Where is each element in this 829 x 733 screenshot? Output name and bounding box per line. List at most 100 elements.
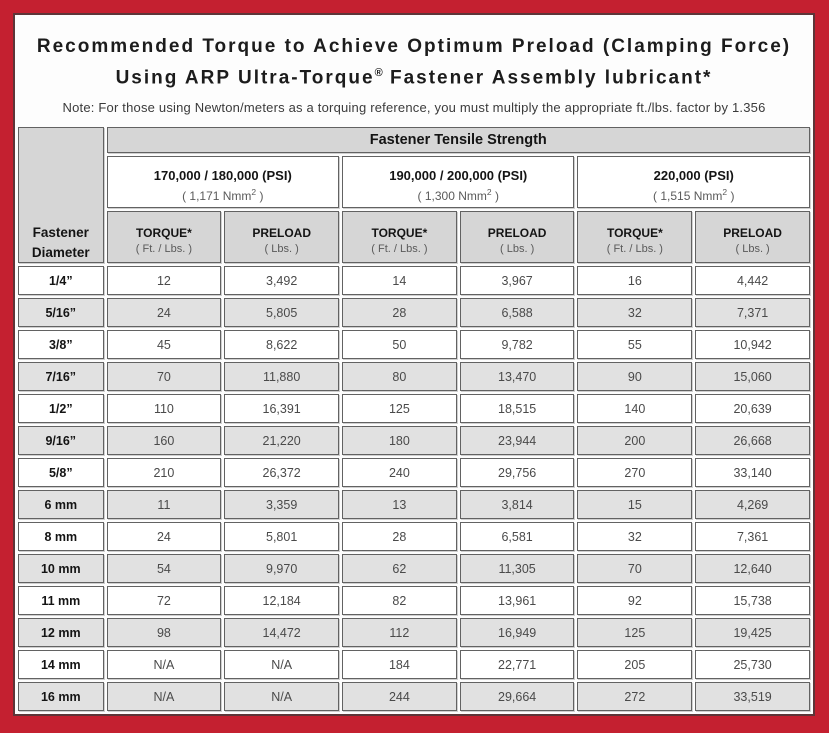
torque-value-cell: 32 (577, 522, 693, 552)
psi-group-220-label: 220,000 (PSI) (653, 167, 734, 183)
registered-trademark-symbol: ® (374, 67, 383, 79)
preload-value-cell: 16,391 (224, 394, 340, 424)
preload-value-cell: 26,372 (224, 458, 340, 488)
torque-value-cell: 12 (106, 266, 222, 296)
preload-value-cell: 6,588 (459, 298, 575, 328)
torque-value-cell: 50 (342, 330, 457, 360)
table-row: 1/4” 12 3,492 14 3,967 16 4,442 (18, 266, 810, 296)
table-row: 16 mm N/A N/A 244 29,664 272 33,519 (18, 682, 810, 712)
torque-value-cell: 160 (106, 426, 222, 456)
document-title-line1: Recommended Torque to Achieve Optimum Pr… (36, 36, 792, 57)
preload-value-cell: 13,961 (459, 586, 575, 616)
fastener-diameter-cell: 14 mm (18, 650, 104, 680)
torque-header-3: TORQUE* ( Ft. / Lbs. ) (577, 211, 693, 264)
preload-value-cell: 33,519 (695, 682, 810, 712)
table-row: 11 mm 72 12,184 82 13,961 92 15,738 (18, 586, 810, 616)
table-row: 8 mm 24 5,801 28 6,581 32 7,361 (18, 522, 810, 552)
preload-value-cell: 5,805 (224, 298, 340, 328)
torque-value-cell: 90 (577, 362, 693, 392)
torque-value-cell: 13 (342, 490, 457, 520)
torque-value-cell: 180 (342, 426, 457, 456)
fastener-diameter-cell: 7/16” (18, 362, 104, 392)
preload-value-cell: 22,771 (459, 650, 575, 680)
fastener-diameter-cell: 12 mm (18, 618, 104, 648)
preload-value-cell: 15,738 (695, 586, 810, 616)
newton-meters-note: Note: For those using Newton/meters as a… (62, 100, 766, 116)
table-row: 6 mm 11 3,359 13 3,814 15 4,269 (18, 490, 810, 520)
table-row: 12 mm 98 14,472 112 16,949 125 19,425 (18, 618, 810, 648)
torque-preload-header-row: TORQUE* ( Ft. / Lbs. ) PRELOAD ( Lbs. ) … (18, 211, 810, 264)
preload-value-cell: 12,184 (224, 586, 340, 616)
torque-header-1: TORQUE* ( Ft. / Lbs. ) (106, 211, 222, 264)
preload-value-cell: 5,801 (224, 522, 340, 552)
preload-value-cell: 11,305 (459, 554, 575, 584)
psi-group-190-200: 190,000 / 200,000 (PSI) ( 1,300 Nmm2 ) (342, 156, 575, 209)
torque-value-cell: 28 (342, 522, 457, 552)
psi-group-170-180-label: 170,000 / 180,000 (PSI) (153, 167, 292, 183)
torque-value-cell: 32 (577, 298, 693, 328)
torque-header-2: TORQUE* ( Ft. / Lbs. ) (342, 211, 457, 264)
torque-value-cell: 125 (577, 618, 693, 648)
fastener-diameter-cell: 5/16” (18, 298, 104, 328)
preload-value-cell: 16,949 (459, 618, 575, 648)
preload-value-cell: 8,622 (224, 330, 340, 360)
fastener-diameter-cell: 11 mm (18, 586, 104, 616)
torque-value-cell: 15 (577, 490, 693, 520)
fastener-diameter-cell: 6 mm (18, 490, 104, 520)
preload-value-cell: 7,371 (695, 298, 810, 328)
preload-header-2: PRELOAD ( Lbs. ) (459, 211, 575, 264)
torque-value-cell: 270 (577, 458, 693, 488)
preload-value-cell: 33,140 (695, 458, 810, 488)
preload-value-cell: 7,361 (695, 522, 810, 552)
table-row: 10 mm 54 9,970 62 11,305 70 12,640 (18, 554, 810, 584)
preload-header-3: PRELOAD ( Lbs. ) (695, 211, 810, 264)
torque-value-cell: 205 (577, 650, 693, 680)
preload-value-cell: 29,756 (459, 458, 575, 488)
preload-value-cell: 3,814 (459, 490, 575, 520)
preload-value-cell: 9,782 (459, 330, 575, 360)
fastener-diameter-cell: 8 mm (18, 522, 104, 552)
torque-table: Fastener Diameter Fastener Tensile Stren… (15, 124, 813, 714)
preload-value-cell: 9,970 (224, 554, 340, 584)
torque-value-cell: 62 (342, 554, 457, 584)
torque-value-cell: 24 (106, 522, 222, 552)
table-row: 1/2” 110 16,391 125 18,515 140 20,639 (18, 394, 810, 424)
fastener-diameter-cell: 9/16” (18, 426, 104, 456)
torque-value-cell: 210 (106, 458, 222, 488)
preload-value-cell: 25,730 (695, 650, 810, 680)
torque-value-cell: N/A (106, 650, 222, 680)
fastener-diameter-header-line2: Diameter (31, 244, 90, 260)
torque-value-cell: 11 (106, 490, 222, 520)
preload-value-cell: 20,639 (695, 394, 810, 424)
table-row: 14 mm N/A N/A 184 22,771 205 25,730 (18, 650, 810, 680)
table-row: 7/16” 70 11,880 80 13,470 90 15,060 (18, 362, 810, 392)
fastener-tensile-strength-header: Fastener Tensile Strength (106, 127, 810, 154)
preload-header-1: PRELOAD ( Lbs. ) (224, 211, 340, 264)
torque-value-cell: 82 (342, 586, 457, 616)
title-line2-pre: Using ARP Ultra-Torque (115, 67, 375, 89)
preload-value-cell: 23,944 (459, 426, 575, 456)
torque-value-cell: 244 (342, 682, 457, 712)
fastener-diameter-cell: 1/2” (18, 394, 104, 424)
preload-value-cell: 4,269 (695, 490, 810, 520)
title-line2-post: Fastener Assembly lubricant* (382, 67, 713, 89)
preload-value-cell: 3,359 (224, 490, 340, 520)
preload-value-cell: 11,880 (224, 362, 340, 392)
torque-value-cell: 125 (342, 394, 457, 424)
torque-value-cell: 92 (577, 586, 693, 616)
torque-value-cell: 24 (106, 298, 222, 328)
table-row: 5/16” 24 5,805 28 6,588 32 7,371 (18, 298, 810, 328)
tensile-strength-header-row: Fastener Diameter Fastener Tensile Stren… (18, 127, 810, 264)
document-title-line2: Using ARP Ultra-Torque® Fastener Assembl… (21, 60, 807, 91)
psi-group-220-nmm: ( 1,515 Nmm2 ) (653, 186, 735, 203)
torque-value-cell: 184 (342, 650, 457, 680)
preload-value-cell: 12,640 (695, 554, 810, 584)
preload-value-cell: 19,425 (695, 618, 810, 648)
torque-value-cell: 16 (577, 266, 693, 296)
table-body: Fastener Diameter Fastener Tensile Stren… (18, 127, 810, 712)
torque-value-cell: 200 (577, 426, 693, 456)
table-row: 5/8” 210 26,372 240 29,756 270 33,140 (18, 458, 810, 488)
fastener-diameter-cell: 1/4” (18, 266, 104, 296)
psi-group-header-row: 170,000 / 180,000 (PSI) ( 1,171 Nmm2 ) 1… (18, 156, 810, 209)
torque-value-cell: 70 (577, 554, 693, 584)
